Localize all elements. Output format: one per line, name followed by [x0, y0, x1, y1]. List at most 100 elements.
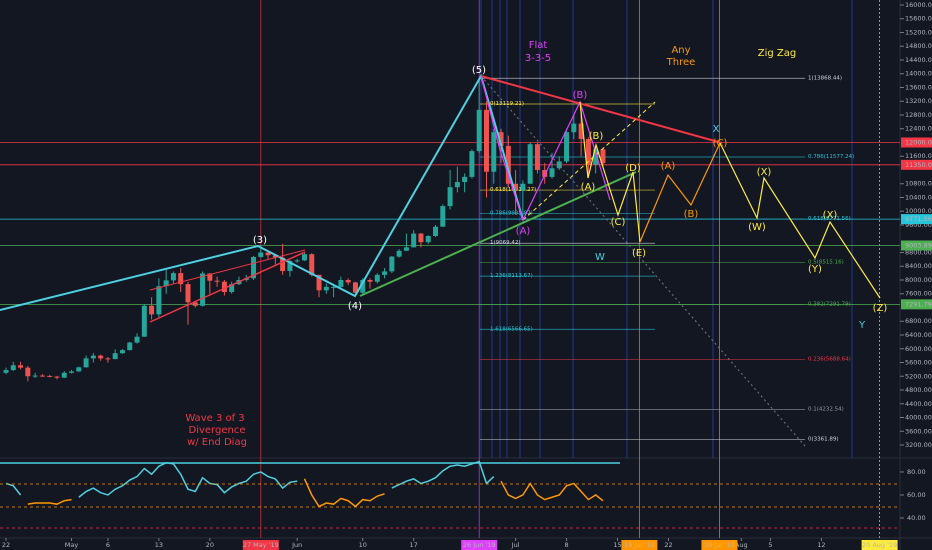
- x-tick-label: Jul: [511, 541, 520, 549]
- price-marker-label: 7291.79: [905, 300, 932, 308]
- candle-body: [374, 274, 380, 282]
- candle-body: [294, 260, 300, 262]
- y-tick-label: 14800.00: [905, 42, 932, 50]
- annotation: (A): [581, 182, 596, 193]
- candle-body: [221, 281, 227, 293]
- y-tick-label: 6400.00: [905, 331, 932, 339]
- annotation: Flat: [529, 40, 548, 51]
- price-marker-box: [901, 137, 932, 148]
- y-tick-label: 8800.00: [905, 248, 932, 256]
- candle-body: [163, 280, 169, 287]
- x-tick-label: 5: [768, 541, 772, 549]
- wedge-line: [149, 251, 306, 323]
- candle-body: [301, 254, 307, 261]
- annotation: (Y): [808, 264, 822, 275]
- candle-body: [505, 145, 511, 184]
- annotation: (A): [516, 226, 531, 237]
- annotation: Y: [858, 320, 866, 331]
- candle-body: [483, 109, 489, 172]
- annotation: (C): [611, 217, 626, 228]
- fib-label: 0.1(4232.54): [808, 407, 844, 413]
- price-marker-label: 11350.00: [905, 161, 932, 169]
- x-tick-label: Aug: [735, 541, 748, 549]
- candle-body: [61, 372, 67, 378]
- candle-body: [83, 358, 89, 368]
- annotation: W: [595, 252, 605, 263]
- annotation: (5): [472, 65, 486, 76]
- candle-body: [178, 273, 184, 285]
- candle-body: [3, 370, 9, 373]
- candle-body: [513, 183, 519, 191]
- y-tick-label: 8000.00: [905, 276, 932, 284]
- candle-body: [440, 206, 446, 227]
- rsi-line: [27, 498, 72, 505]
- candle-body: [549, 168, 555, 177]
- trend-line: [522, 101, 656, 221]
- y-tick-label: 5600.00: [905, 359, 932, 367]
- candle-body: [396, 250, 402, 257]
- candle-body: [585, 139, 591, 165]
- candle-body: [491, 132, 497, 172]
- fib-label: 1.618(6566.65): [490, 326, 533, 332]
- candle-body: [338, 279, 344, 287]
- wedge-line: [149, 249, 306, 291]
- y-tick-label: 13200.00: [905, 97, 932, 105]
- candle-body: [469, 151, 475, 177]
- time-marker-box: [701, 540, 738, 550]
- time-marker-label: 18 Jul '19: [624, 541, 654, 549]
- annotation: X: [713, 124, 720, 135]
- candle-body: [593, 149, 599, 165]
- y-tick-label: 80.00: [907, 468, 926, 476]
- annotation: (W): [748, 222, 766, 233]
- candle-body: [39, 375, 45, 377]
- time-marker-box: [621, 540, 658, 550]
- candle-body: [112, 353, 118, 360]
- rsi-line: [500, 480, 604, 502]
- candle-body: [54, 376, 60, 378]
- y-tick-label: 10800.00: [905, 180, 932, 188]
- y-tick-label: 6800.00: [905, 317, 932, 325]
- candle-body: [454, 182, 460, 188]
- candle-body: [433, 226, 439, 236]
- annotation: (E): [632, 248, 646, 259]
- candle-body: [360, 279, 366, 293]
- fib-label: 0.786(9935.87): [490, 210, 533, 216]
- annotation: (4): [348, 301, 362, 312]
- candle-body: [462, 176, 468, 183]
- candle-body: [149, 305, 155, 315]
- wave-line: [719, 142, 881, 299]
- candle-body: [323, 286, 329, 291]
- candle-body: [229, 284, 235, 293]
- candle-body: [105, 358, 111, 360]
- y-tick-label: 14400.00: [905, 56, 932, 64]
- candle-body: [10, 365, 16, 371]
- y-tick-label: 60.00: [907, 491, 926, 499]
- candle-body: [258, 252, 264, 257]
- fib-label: 1(13868.44): [808, 75, 842, 81]
- annotation: (B): [589, 131, 604, 142]
- candle-body: [389, 256, 395, 272]
- annotation: (B): [573, 90, 588, 101]
- candle-body: [98, 355, 104, 359]
- candle-body: [119, 350, 125, 354]
- x-tick-label: 8: [564, 541, 568, 549]
- candle-body: [447, 187, 453, 207]
- fib-label: 1.236(8113.67): [490, 273, 533, 279]
- fib-label: 0(13119.21): [490, 101, 524, 107]
- price-marker-box: [901, 159, 932, 170]
- candle-body: [476, 109, 482, 152]
- y-tick-label: 5200.00: [905, 372, 932, 380]
- trend-line: [359, 171, 637, 297]
- price-marker-label: 9771.56: [905, 215, 932, 223]
- fib-label: 0(3361.89): [808, 436, 839, 442]
- candle-body: [345, 279, 351, 283]
- candle-body: [352, 282, 358, 293]
- price-marker-label: 9003.89: [905, 241, 932, 249]
- candle-body: [214, 280, 220, 282]
- x-tick-label: May: [65, 541, 79, 549]
- candle-body: [251, 256, 257, 279]
- price-marker-label: 12000.00: [905, 138, 932, 146]
- candle-body: [556, 161, 562, 169]
